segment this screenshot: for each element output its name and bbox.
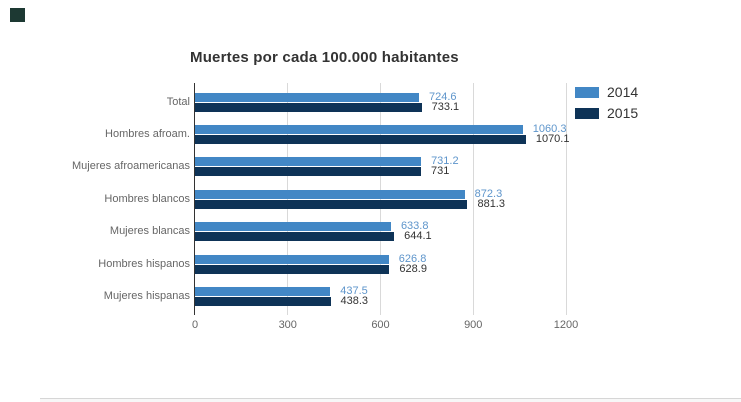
bar-2014[interactable] xyxy=(195,254,389,264)
legend: 2014 2015 xyxy=(575,85,638,121)
legend-swatch-2014 xyxy=(575,87,599,98)
value-label-2015: 438.3 xyxy=(340,294,369,307)
category-label: Mujeres afroamericanas xyxy=(72,160,190,173)
value-label-2015: 731 xyxy=(431,165,450,178)
bar-2015[interactable] xyxy=(195,134,526,144)
x-axis-tick-label: 1200 xyxy=(553,319,579,331)
bottom-strip xyxy=(40,399,741,402)
category-label: Hombres hispanos xyxy=(98,257,190,270)
value-label-2014: 437.5 xyxy=(340,284,368,297)
bar-2015[interactable] xyxy=(195,102,422,112)
x-axis-tick-label: 300 xyxy=(278,319,297,331)
bar-2014[interactable] xyxy=(195,189,465,199)
legend-item-2014[interactable]: 2014 xyxy=(575,85,638,100)
value-label-2014: 1060.3 xyxy=(532,122,567,135)
x-axis-tick-label: 600 xyxy=(371,319,390,331)
legend-swatch-2015 xyxy=(575,108,599,119)
gridline-900 xyxy=(472,83,474,315)
category-label: Hombres blancos xyxy=(104,192,190,205)
value-label-2014: 731.2 xyxy=(431,155,459,168)
bar-2015[interactable] xyxy=(195,264,390,274)
chart-title: Muertes por cada 100.000 habitantes xyxy=(190,49,459,66)
value-label-2014: 633.8 xyxy=(400,220,429,233)
bottom-divider xyxy=(40,398,741,399)
value-label-2015: 644.1 xyxy=(404,230,432,243)
gridline-1200 xyxy=(565,83,567,315)
bar-2015[interactable] xyxy=(195,296,331,306)
value-label-2015: 881.3 xyxy=(477,197,505,210)
category-label: Mujeres hispanas xyxy=(103,289,190,302)
value-label-2014: 872.3 xyxy=(474,187,503,200)
bar-2014[interactable] xyxy=(195,124,523,134)
value-label-2015: 1070.1 xyxy=(535,132,570,145)
bar-2014[interactable] xyxy=(195,222,391,232)
legend-item-2015[interactable]: 2015 xyxy=(575,106,638,121)
x-axis-tick-label: 900 xyxy=(464,319,483,331)
bar-2014[interactable] xyxy=(195,286,331,296)
bar-2015[interactable] xyxy=(195,232,395,242)
legend-label-2014: 2014 xyxy=(607,84,639,100)
plot-area: 0 300 600 900 1200 Total 724.6 733.1 Hombres afr… xyxy=(72,83,578,331)
category-label: Mujeres blancas xyxy=(109,225,190,238)
value-label-2015: 628.9 xyxy=(399,262,427,275)
bar-2015[interactable] xyxy=(195,167,421,177)
gridline-300 xyxy=(287,83,289,315)
bar-2014[interactable] xyxy=(195,157,422,167)
category-label: Total xyxy=(166,95,190,108)
bar-2015[interactable] xyxy=(195,199,468,209)
corner-square xyxy=(10,8,25,22)
category-label: Hombres afroam. xyxy=(105,127,190,140)
bar-2014[interactable] xyxy=(195,92,420,102)
gridline-600 xyxy=(380,83,381,315)
value-label-2015: 733.1 xyxy=(431,100,460,113)
x-axis-tick-label: 0 xyxy=(191,319,199,331)
value-label-2014: 626.8 xyxy=(398,252,427,265)
legend-label-2015: 2015 xyxy=(607,105,639,121)
value-label-2014: 724.6 xyxy=(429,90,457,103)
